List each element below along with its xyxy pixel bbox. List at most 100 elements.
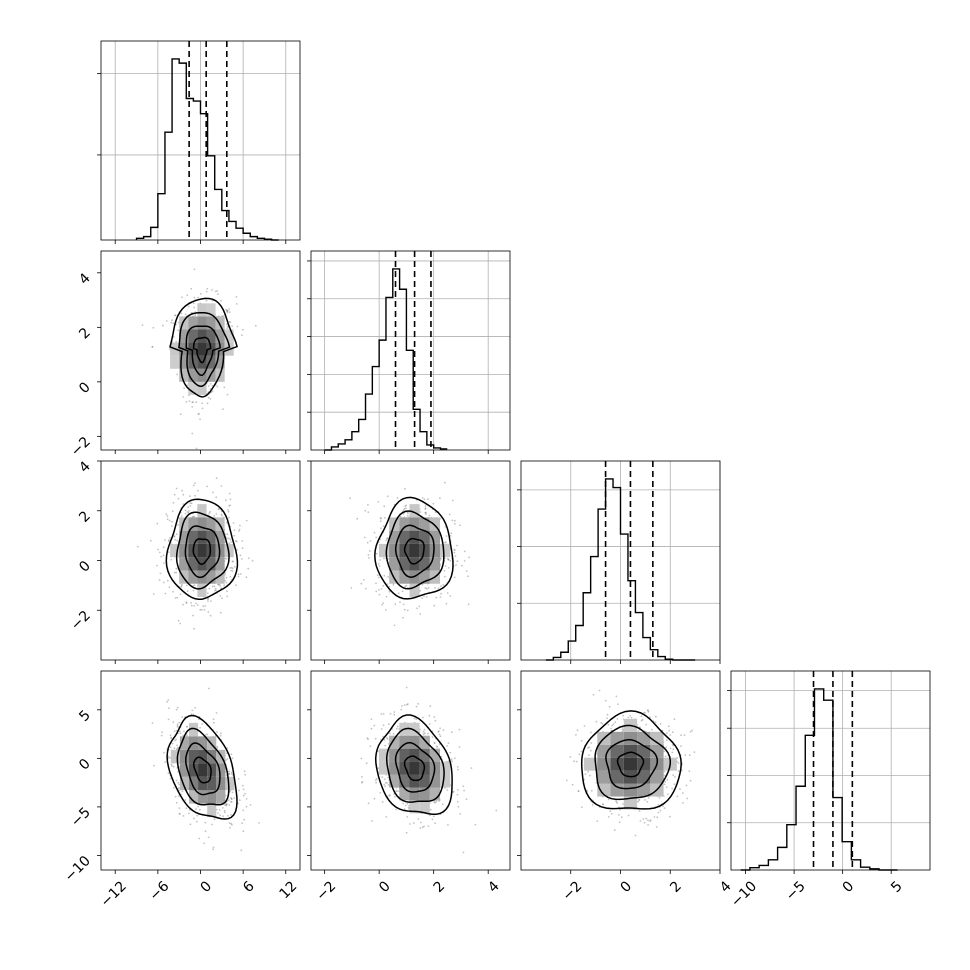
scatter-point (220, 485, 223, 487)
density-cell (188, 342, 198, 356)
scatter-point (462, 851, 465, 854)
density-cell (409, 543, 420, 558)
scatter-point (225, 309, 228, 312)
scatter-layer (349, 481, 470, 627)
scatter-point (186, 726, 188, 728)
scatter-point (226, 758, 229, 760)
scatter-point (209, 383, 212, 385)
density-cell (399, 570, 410, 584)
scatter-point (191, 401, 194, 404)
scatter-point (172, 765, 175, 768)
density-cell (610, 757, 624, 771)
density-cell (419, 774, 430, 788)
scatter-point (168, 667, 170, 669)
scatter-point (171, 765, 174, 767)
scatter-point (394, 603, 397, 606)
density-cell (179, 749, 189, 764)
scatter-point (226, 310, 228, 313)
scatter-point (228, 822, 231, 824)
scatter-point (425, 596, 428, 598)
hist-panel-3 (730, 670, 931, 871)
scatter-point (215, 808, 218, 811)
scatter-point (365, 587, 367, 590)
scatter-point (171, 742, 174, 745)
scatter-point (384, 609, 387, 611)
y-tick-label: −10 (62, 853, 94, 885)
scatter-point (231, 325, 234, 327)
scatter-point (225, 803, 228, 805)
scatter-point (201, 407, 204, 410)
density-cell (409, 530, 420, 544)
scatter-point (671, 787, 673, 790)
y-tick-label: 4 (76, 270, 94, 288)
scatter-point (365, 762, 368, 765)
scatter-point (218, 508, 220, 510)
scatter-point (672, 748, 675, 751)
scatter-point (423, 498, 426, 501)
scatter-point (213, 721, 215, 724)
contour-line (374, 714, 453, 816)
scatter-point (231, 567, 234, 570)
scatter-point (206, 592, 209, 595)
density-cell (650, 731, 664, 745)
scatter-point (378, 593, 381, 596)
scatter-point (228, 804, 231, 806)
scatter-point (172, 501, 175, 504)
scatter-point (386, 583, 389, 585)
scatter-point (396, 497, 399, 499)
scatter-point (228, 492, 231, 495)
scatter-point (215, 477, 218, 480)
scatter-point (666, 778, 669, 781)
scatter-point (665, 786, 668, 788)
scatter-point (225, 576, 228, 579)
density-cell (179, 557, 189, 571)
scatter-point (393, 711, 396, 713)
density-cell (409, 517, 420, 531)
x-tick-label: 0 (376, 878, 394, 896)
scatter-point (446, 592, 449, 594)
scatter-point (231, 824, 233, 826)
scatter-point (468, 556, 470, 559)
density-cell (206, 530, 216, 544)
scatter-point (444, 541, 447, 544)
scatter-point (608, 705, 611, 708)
scatter-point (453, 551, 456, 554)
scatter-point (186, 590, 189, 593)
scatter-point (228, 773, 231, 775)
scatter-point (383, 505, 386, 508)
density-cell (650, 744, 664, 758)
scatter-point (453, 757, 456, 760)
scatter-point (591, 803, 594, 806)
scatter-point (170, 558, 173, 561)
scatter-point (449, 595, 452, 597)
scatter-point (189, 505, 192, 507)
density-cell (198, 790, 208, 804)
scatter-point (160, 555, 163, 558)
scatter-point (389, 794, 391, 797)
density-cell (207, 776, 217, 791)
scatter-point (435, 596, 438, 599)
scatter-point (201, 723, 204, 725)
scatter-point (638, 810, 641, 812)
scatter-point (247, 557, 250, 560)
scatter-point (672, 774, 675, 776)
scatter-point (165, 320, 168, 322)
x-tick-label: 0 (840, 878, 858, 896)
scatter-point (439, 557, 442, 560)
scatter-point (182, 493, 185, 496)
scatter-point (225, 499, 227, 502)
scatter-point (384, 782, 387, 784)
scatter-point (641, 718, 644, 721)
scatter-point (441, 803, 444, 806)
scatter-point (402, 802, 405, 805)
density-cell (216, 776, 226, 791)
density-cell (197, 381, 207, 395)
scatter-point (226, 327, 229, 330)
scatter-point (386, 782, 388, 784)
x-tick-label: −2 (313, 878, 339, 904)
density-cell (389, 748, 400, 762)
scatter-point (401, 705, 403, 707)
scatter-point (439, 727, 441, 730)
scatter-point (186, 511, 189, 513)
scatter-point (204, 734, 207, 736)
